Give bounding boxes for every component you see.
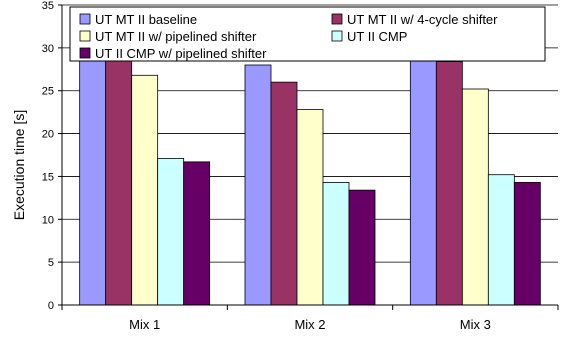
bar bbox=[244, 64, 272, 306]
legend-label: UT II CMP w/ pipelined shifter bbox=[95, 46, 267, 61]
y-tick-label: 15 bbox=[42, 171, 54, 183]
bar bbox=[461, 88, 489, 306]
legend-swatch bbox=[331, 13, 343, 25]
x-category-label: Mix 1 bbox=[129, 317, 160, 332]
axes bbox=[61, 5, 559, 310]
x-category-labels: Mix 1 Mix 2 Mix 3 bbox=[129, 317, 491, 332]
legend-swatch bbox=[79, 13, 91, 25]
x-category-label: Mix 2 bbox=[294, 317, 325, 332]
bar bbox=[131, 74, 159, 306]
bar bbox=[183, 161, 211, 306]
y-tick-labels: 0 5 10 15 20 25 30 35 bbox=[42, 0, 62, 312]
bar bbox=[513, 182, 541, 306]
bar bbox=[105, 50, 133, 306]
x-category-label: Mix 3 bbox=[460, 317, 491, 332]
y-tick-label: 30 bbox=[42, 43, 54, 55]
bar bbox=[409, 46, 437, 306]
y-tick-label: 10 bbox=[42, 214, 54, 226]
legend: UT MT II baseline UT MT II w/ 4-cycle shi… bbox=[69, 6, 546, 62]
bar bbox=[322, 182, 350, 306]
legend-label: UT II CMP bbox=[347, 29, 407, 44]
legend-label: UT MT II w/ pipelined shifter bbox=[95, 29, 257, 44]
bar bbox=[296, 109, 324, 306]
bar bbox=[348, 189, 376, 306]
bar bbox=[270, 81, 298, 306]
bar bbox=[79, 38, 107, 306]
y-axis-title: Execution time [s] bbox=[11, 110, 27, 221]
bar bbox=[487, 174, 515, 306]
y-tick-label: 25 bbox=[42, 86, 54, 98]
y-tick-label: 20 bbox=[42, 129, 54, 141]
y-tick-label: 5 bbox=[48, 257, 54, 269]
bar bbox=[157, 158, 185, 306]
bar bbox=[435, 61, 463, 306]
legend-label: UT MT II baseline bbox=[95, 12, 197, 27]
legend-swatch bbox=[79, 47, 91, 59]
y-tick-label: 0 bbox=[48, 300, 54, 312]
legend-box bbox=[69, 6, 546, 62]
y-tick-label: 35 bbox=[42, 0, 54, 12]
legend-label: UT MT II w/ 4-cycle shifter bbox=[347, 12, 498, 27]
legend-swatch bbox=[79, 30, 91, 42]
legend-swatch bbox=[331, 30, 343, 42]
